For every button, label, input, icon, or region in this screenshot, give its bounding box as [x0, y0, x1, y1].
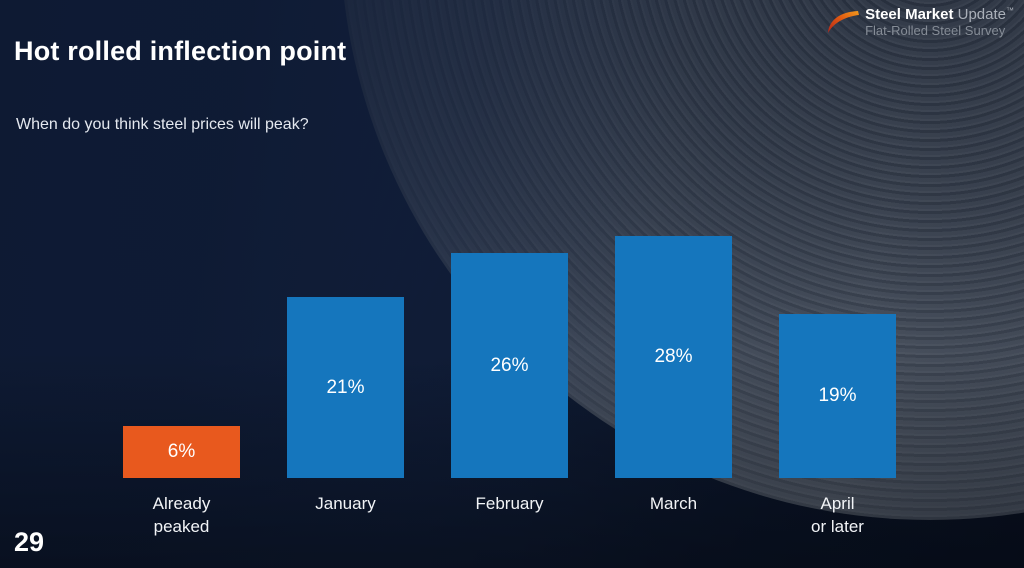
- bar: 26%: [451, 253, 568, 478]
- bar-category-label: Already peaked: [152, 494, 211, 536]
- bar-category-label: January: [315, 494, 376, 513]
- smu-logo: Steel Market Update™ Flat-Rolled Steel S…: [824, 6, 1014, 38]
- logo-text: Steel Market Update™ Flat-Rolled Steel S…: [865, 6, 1014, 38]
- logo-swoosh-icon: [828, 11, 860, 34]
- bar: 6%: [123, 426, 240, 478]
- bar-value-label: 26%: [490, 354, 529, 376]
- bar-column: 28% March: [615, 218, 732, 516]
- bar-column: 6% Already peaked: [123, 218, 240, 539]
- page-number: 29: [14, 527, 45, 557]
- bar-value-label: 6%: [167, 441, 196, 462]
- page-title: Hot rolled inflection point: [14, 36, 347, 66]
- bar-category-label: April or later: [811, 494, 864, 536]
- logo-subtitle: Flat-Rolled Steel Survey: [865, 22, 1006, 38]
- bar: 19%: [779, 314, 896, 478]
- bar-value-label: 28%: [654, 346, 693, 367]
- bar: 21%: [287, 297, 404, 478]
- bar-column: 26% February: [451, 218, 568, 516]
- survey-question: When do you think steel prices will peak…: [16, 116, 309, 133]
- bar-column: 19% April or later: [779, 218, 896, 539]
- bar-category-label: February: [475, 494, 544, 513]
- bar-value-label: 19%: [818, 385, 857, 406]
- bar: 28%: [615, 236, 732, 478]
- bar-category-label: March: [649, 494, 698, 513]
- bar-column: 21% January: [287, 218, 404, 516]
- logo-brand: Steel Market Update™: [865, 6, 1014, 23]
- bar-chart: 6% Already peaked 21% January 26% February 28%…: [123, 218, 896, 539]
- bar-value-label: 21%: [326, 376, 365, 398]
